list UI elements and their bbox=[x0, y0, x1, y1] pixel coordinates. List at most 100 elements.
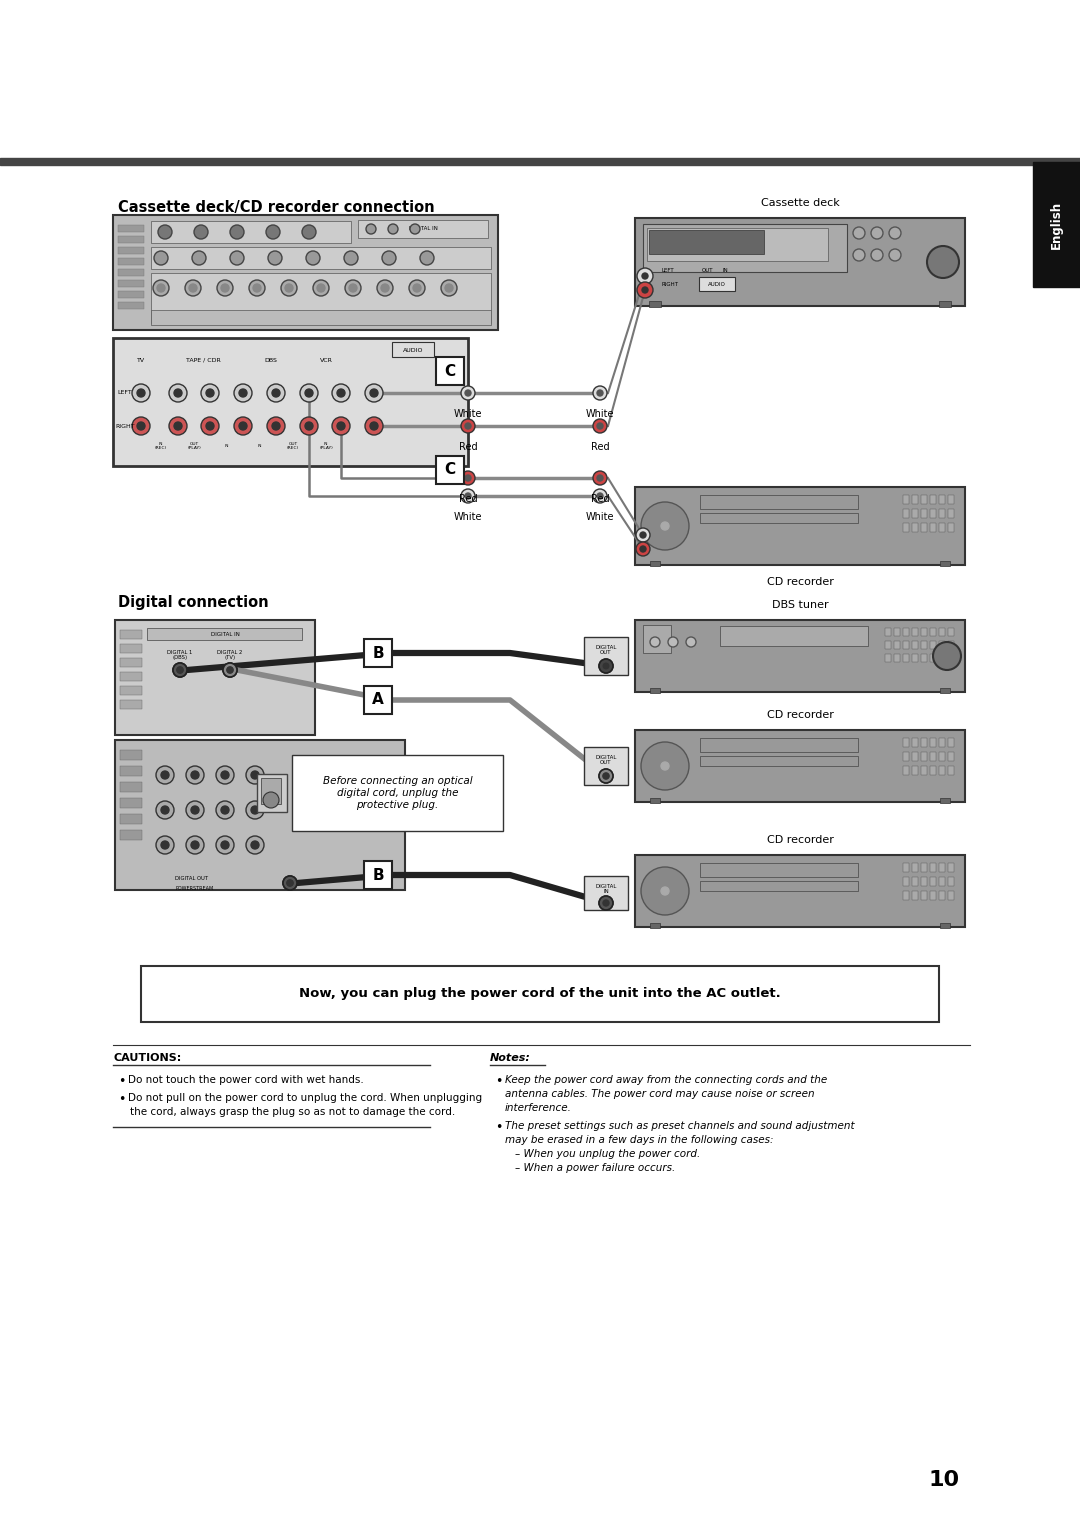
Circle shape bbox=[234, 384, 252, 402]
Bar bbox=[930, 523, 936, 532]
Bar bbox=[650, 688, 660, 693]
Bar bbox=[940, 688, 950, 693]
Text: Red: Red bbox=[591, 442, 609, 453]
Bar bbox=[939, 752, 945, 761]
Circle shape bbox=[157, 284, 165, 292]
Bar bbox=[903, 752, 909, 761]
FancyBboxPatch shape bbox=[584, 638, 627, 674]
Circle shape bbox=[927, 246, 959, 278]
Bar bbox=[894, 641, 900, 648]
Text: Red: Red bbox=[459, 442, 477, 453]
Text: Cassette deck/CD recorder connection: Cassette deck/CD recorder connection bbox=[118, 200, 434, 216]
Bar bbox=[120, 781, 141, 792]
Circle shape bbox=[603, 774, 609, 778]
Text: DIGITAL 1
(DBS): DIGITAL 1 (DBS) bbox=[167, 650, 192, 661]
Bar bbox=[930, 766, 936, 775]
Circle shape bbox=[216, 801, 234, 820]
Circle shape bbox=[156, 836, 174, 855]
Text: IN
(PLAY): IN (PLAY) bbox=[319, 442, 333, 451]
Circle shape bbox=[599, 659, 613, 673]
Bar bbox=[940, 561, 950, 566]
FancyBboxPatch shape bbox=[584, 876, 627, 910]
Bar bbox=[939, 523, 945, 532]
Bar bbox=[700, 755, 858, 766]
Text: Do not touch the power cord with wet hands.: Do not touch the power cord with wet han… bbox=[129, 1075, 364, 1086]
Circle shape bbox=[332, 417, 350, 434]
Text: Red: Red bbox=[591, 494, 609, 505]
Circle shape bbox=[189, 284, 197, 292]
Bar bbox=[912, 628, 918, 636]
Circle shape bbox=[216, 766, 234, 784]
Circle shape bbox=[640, 532, 646, 538]
Circle shape bbox=[168, 384, 187, 402]
Circle shape bbox=[221, 284, 229, 292]
Bar bbox=[151, 248, 491, 269]
Circle shape bbox=[445, 284, 453, 292]
Bar bbox=[948, 628, 954, 636]
Text: DIGITAL
OUT: DIGITAL OUT bbox=[595, 645, 617, 656]
Bar bbox=[649, 301, 661, 307]
Bar bbox=[948, 654, 954, 662]
Circle shape bbox=[161, 771, 168, 778]
Circle shape bbox=[388, 225, 399, 234]
Bar bbox=[948, 891, 954, 901]
FancyBboxPatch shape bbox=[436, 356, 464, 385]
Circle shape bbox=[593, 471, 607, 485]
Bar bbox=[921, 862, 927, 872]
Text: DIGITAL IN: DIGITAL IN bbox=[408, 226, 437, 231]
Circle shape bbox=[194, 225, 208, 239]
Circle shape bbox=[409, 280, 426, 297]
Circle shape bbox=[137, 422, 145, 430]
Circle shape bbox=[267, 417, 285, 434]
Circle shape bbox=[603, 901, 609, 907]
Circle shape bbox=[593, 419, 607, 433]
Text: POWERSTREAM: POWERSTREAM bbox=[175, 885, 213, 890]
Circle shape bbox=[669, 638, 678, 647]
Text: OUT: OUT bbox=[701, 269, 713, 274]
Circle shape bbox=[603, 774, 609, 778]
Circle shape bbox=[413, 284, 421, 292]
Bar bbox=[643, 625, 671, 653]
Circle shape bbox=[217, 280, 233, 297]
FancyBboxPatch shape bbox=[635, 488, 966, 566]
Circle shape bbox=[230, 225, 244, 239]
Text: RIGHT: RIGHT bbox=[116, 424, 135, 428]
FancyBboxPatch shape bbox=[436, 456, 464, 485]
Text: C: C bbox=[445, 364, 456, 379]
Text: 10: 10 bbox=[929, 1469, 960, 1489]
Text: Now, you can plug the power cord of the unit into the AC outlet.: Now, you can plug the power cord of the … bbox=[299, 988, 781, 1000]
Bar bbox=[120, 644, 141, 653]
Circle shape bbox=[420, 251, 434, 265]
Circle shape bbox=[206, 422, 214, 430]
Text: DBS tuner: DBS tuner bbox=[772, 599, 828, 610]
Text: IN
(REC): IN (REC) bbox=[154, 442, 167, 451]
Bar bbox=[921, 523, 927, 532]
Text: – When a power failure occurs.: – When a power failure occurs. bbox=[515, 1164, 675, 1173]
Bar bbox=[894, 628, 900, 636]
Bar bbox=[257, 774, 287, 812]
Circle shape bbox=[599, 659, 613, 673]
Circle shape bbox=[661, 521, 669, 531]
Circle shape bbox=[603, 901, 609, 907]
Circle shape bbox=[933, 642, 961, 670]
FancyBboxPatch shape bbox=[635, 219, 966, 306]
Bar bbox=[912, 891, 918, 901]
Circle shape bbox=[365, 417, 383, 434]
Circle shape bbox=[381, 284, 389, 292]
Bar bbox=[1032, 162, 1080, 287]
Bar bbox=[120, 830, 141, 839]
Circle shape bbox=[177, 667, 183, 673]
Circle shape bbox=[266, 225, 280, 239]
Bar bbox=[120, 700, 141, 709]
Text: B: B bbox=[373, 867, 383, 882]
Circle shape bbox=[239, 388, 247, 398]
Text: Digital connection: Digital connection bbox=[118, 595, 269, 610]
Circle shape bbox=[461, 489, 475, 503]
Circle shape bbox=[377, 280, 393, 297]
Bar bbox=[120, 687, 141, 696]
Circle shape bbox=[686, 638, 696, 647]
Text: RIGHT: RIGHT bbox=[661, 283, 678, 287]
Circle shape bbox=[185, 280, 201, 297]
Circle shape bbox=[661, 887, 669, 894]
Text: CD recorder: CD recorder bbox=[767, 835, 834, 846]
